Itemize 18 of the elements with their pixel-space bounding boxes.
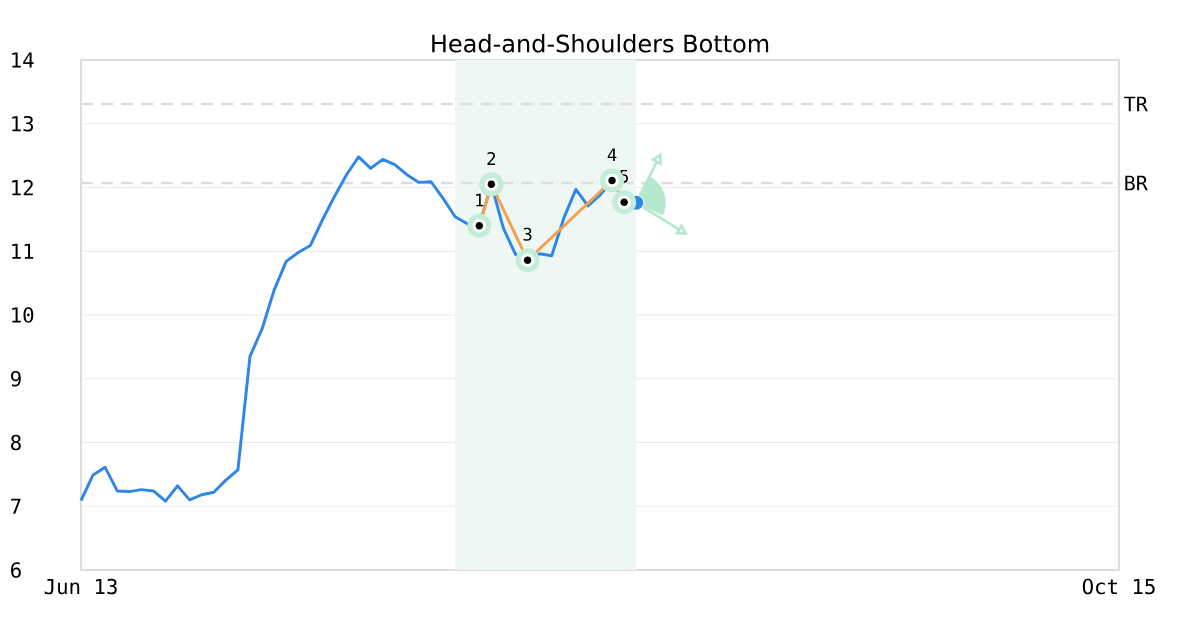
y-tick-label: 10 — [12, 307, 34, 323]
annotation: 4 — [607, 148, 617, 162]
y-tick-label: 13 — [12, 115, 34, 132]
x-tick-label: Oct 15 — [1082, 578, 1155, 595]
y-tick-label: 8 — [11, 434, 21, 451]
y-tick-label: 9 — [10, 370, 21, 387]
x-tick-label: Jun 13 — [44, 578, 117, 595]
annotation: 3 — [523, 227, 532, 241]
y-tick-label: 6 — [11, 562, 21, 578]
y-tick-label: 12 — [12, 179, 33, 196]
y-tick-label: 14 — [12, 52, 34, 68]
annotation: 2 — [487, 152, 496, 165]
chart-title: Head-and-Shoulders Bottom — [432, 34, 769, 53]
ref-line-label: BR — [1125, 175, 1148, 191]
y-tick-label: 7 — [11, 498, 21, 514]
ref-line-label: TR — [1124, 96, 1148, 112]
annotation: 1 — [476, 193, 484, 207]
y-tick-label: 11 — [12, 243, 34, 259]
